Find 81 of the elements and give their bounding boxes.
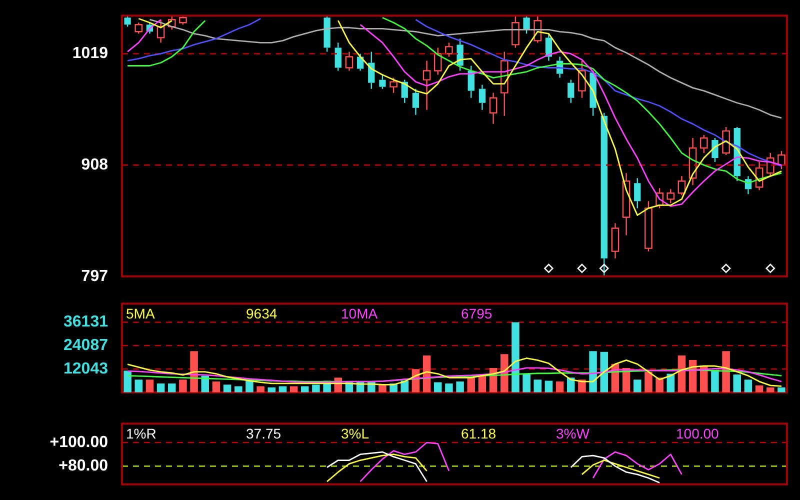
bar (512, 322, 520, 392)
annotation: 61.18 (461, 425, 496, 442)
bar (256, 386, 264, 392)
bar (711, 370, 719, 392)
candlestick (600, 112, 608, 277)
text: 1%R (126, 425, 156, 442)
candlestick (644, 200, 652, 252)
bar (566, 378, 575, 392)
bar (633, 380, 642, 392)
bar (456, 382, 464, 392)
bar (556, 382, 564, 392)
bar (656, 378, 664, 392)
bar (146, 380, 154, 392)
bar (223, 384, 232, 392)
candlestick (412, 88, 420, 116)
candlestick (434, 47, 442, 76)
bar (766, 387, 774, 392)
bar (600, 352, 608, 392)
text: 5MA (126, 305, 156, 322)
bar (744, 380, 752, 392)
bar (500, 354, 508, 392)
annotation: 100.00 (676, 425, 720, 442)
candlestick (755, 161, 764, 191)
bar (290, 386, 298, 392)
candlestick (478, 84, 486, 110)
text: 10MA (341, 305, 378, 322)
candlestick (489, 92, 498, 125)
bar (134, 380, 143, 392)
series-label: 3%W (556, 425, 590, 442)
bar (212, 382, 220, 392)
bar (124, 370, 132, 392)
bar (434, 382, 442, 392)
candlestick (345, 51, 354, 72)
bar (156, 383, 165, 392)
candlestick (368, 51, 375, 90)
bar (179, 380, 187, 392)
candlestick (356, 53, 364, 72)
bar (589, 351, 597, 392)
bar (755, 385, 764, 392)
candlestick (456, 38, 464, 72)
candlestick (678, 175, 686, 196)
bar (300, 386, 309, 392)
annotation: 9634 (246, 305, 278, 322)
y-tick-label: +80.00 (58, 458, 108, 475)
bar (268, 387, 276, 392)
candlestick (390, 77, 398, 94)
bar (534, 380, 542, 392)
candlestick (578, 60, 586, 98)
bar (522, 374, 530, 392)
bar (445, 383, 453, 392)
candlestick (688, 137, 697, 186)
candlestick (634, 178, 641, 209)
bar (644, 372, 652, 392)
annotation: 37.75 (246, 425, 282, 442)
candlestick (422, 60, 431, 110)
candlestick (622, 172, 630, 236)
bar (278, 386, 287, 392)
bar (578, 380, 586, 392)
y-tick-label: 908 (81, 156, 108, 174)
bar (778, 387, 786, 392)
bar (733, 374, 742, 392)
bar (722, 351, 730, 392)
y-tick-label: 36131 (64, 314, 108, 331)
y-tick-label: 12043 (64, 360, 108, 378)
candlestick (156, 19, 165, 44)
y-tick-label: 24087 (64, 337, 108, 354)
bar (312, 384, 320, 392)
y-tick-label: +100.00 (50, 434, 108, 451)
bar (467, 378, 476, 392)
bar (234, 386, 242, 392)
bar (666, 374, 675, 392)
candlestick (500, 51, 508, 117)
y-tick-label: 797 (81, 268, 108, 285)
candlestick (611, 222, 620, 259)
y-tick-label: 1019 (72, 45, 108, 62)
bar (544, 380, 553, 392)
bar (168, 383, 176, 392)
annotation: 6795 (461, 305, 492, 322)
bar (201, 376, 210, 392)
series-label: 3%L (341, 425, 370, 442)
candlestick (512, 15, 520, 48)
